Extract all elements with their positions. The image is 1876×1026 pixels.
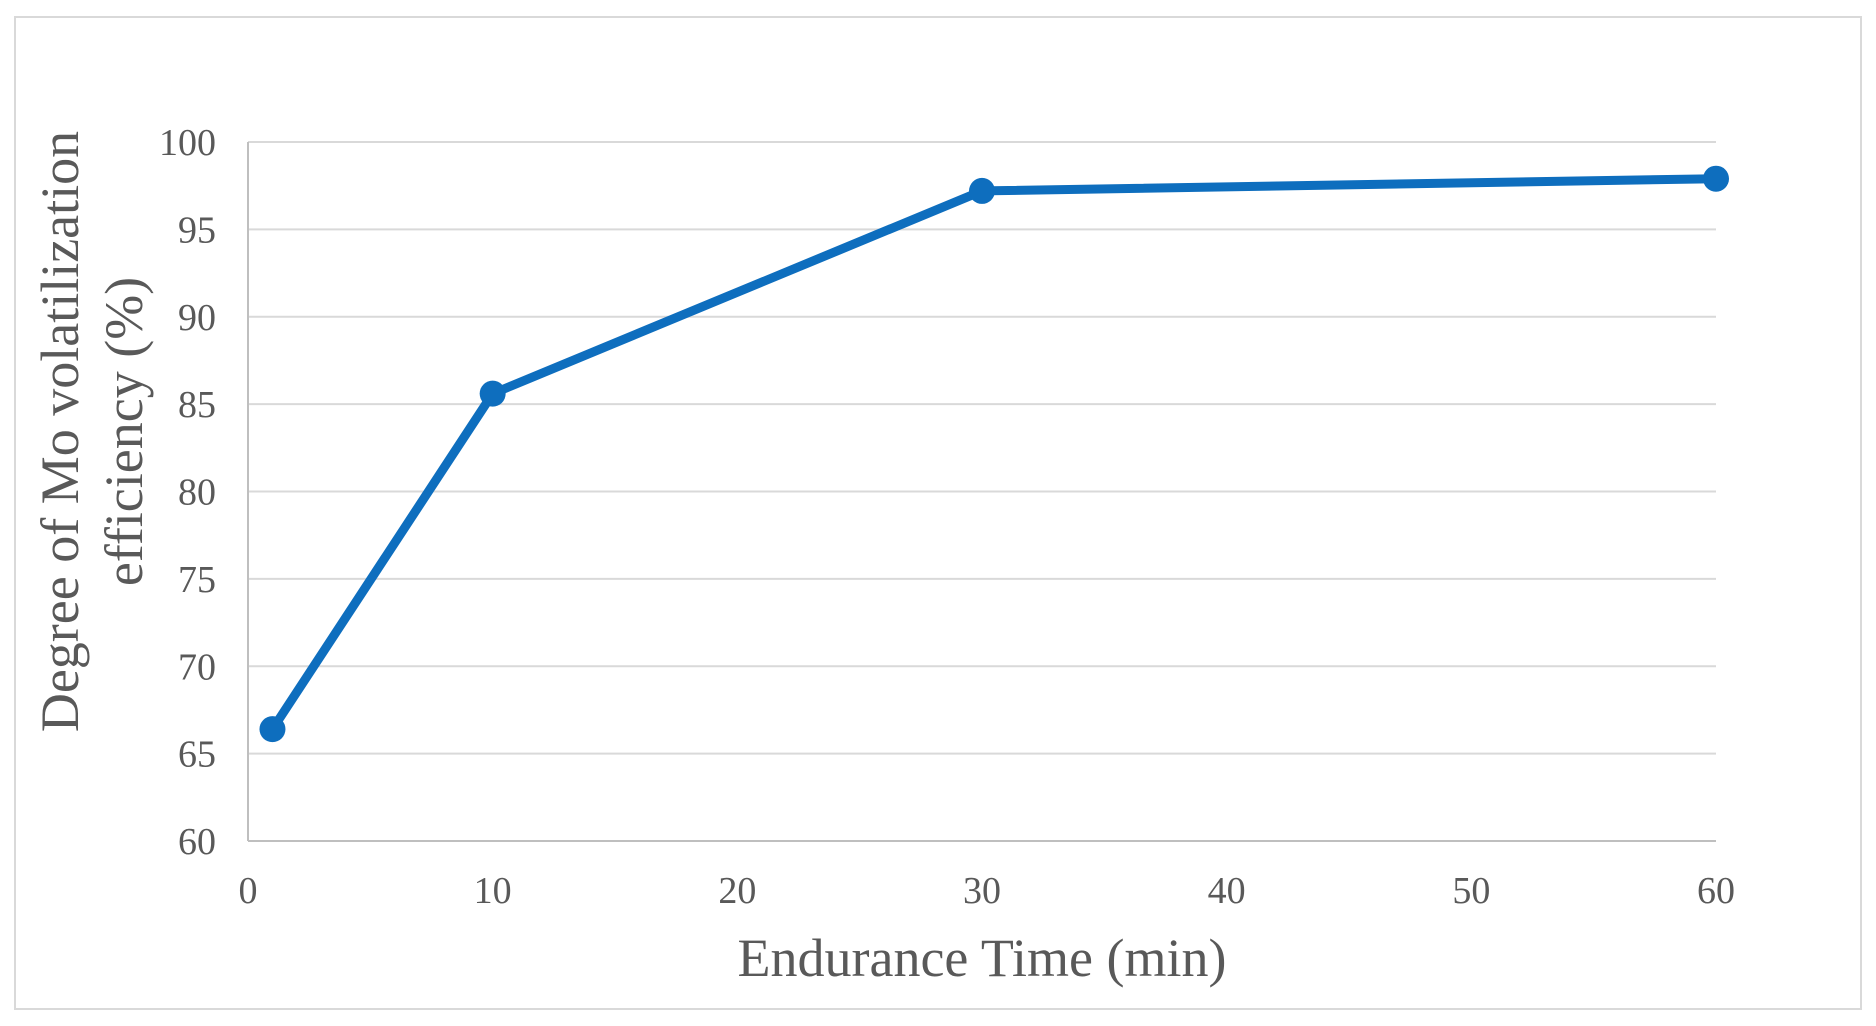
y-axis-title-line-0: Degree of Mo volatilization [30, 131, 90, 732]
y-tick-label-4: 80 [178, 472, 216, 514]
data-point-0-3 [1703, 165, 1729, 192]
axes [247, 142, 1716, 842]
series-layer [259, 165, 1729, 743]
line-chart: 60 65 70 75 80 85 90 95 100 0 10 20 30 40 50 60 Enduranc… [30, 122, 1735, 988]
y-tick-label-7: 95 [178, 209, 216, 251]
y-tick-label-0: 60 [178, 821, 216, 863]
chart-frame: 60 65 70 75 80 85 90 95 100 0 10 20 30 40 50 60 Enduranc… [14, 16, 1862, 1010]
series-line-0 [267, 174, 1721, 734]
y-axis-title-line-1: efficiency (%) [94, 277, 154, 586]
x-tick-label-5: 50 [1452, 870, 1490, 912]
x-tick-label-0: 0 [239, 870, 258, 912]
y-tick-label-5: 85 [178, 384, 216, 426]
labels: 60 65 70 75 80 85 90 95 100 0 10 20 30 40 50 60 Enduranc… [30, 122, 1735, 988]
x-tick-label-6: 60 [1697, 870, 1735, 912]
data-point-0-2 [969, 177, 995, 204]
x-tick-label-2: 20 [718, 870, 756, 912]
y-axis-title: Degree of Mo volatilizationefficiency (%… [30, 131, 154, 732]
x-axis-title: Endurance Time (min) [738, 928, 1227, 988]
y-tick-label-1: 65 [178, 734, 216, 776]
x-tick-label-4: 40 [1208, 870, 1246, 912]
y-tick-label-2: 70 [178, 646, 216, 688]
y-tick-label-3: 75 [178, 559, 216, 601]
gridlines [248, 141, 1716, 755]
x-tick-label-1: 10 [474, 870, 512, 912]
y-tick-label-8: 100 [159, 122, 216, 164]
data-point-0-0 [259, 716, 286, 743]
y-tick-label-6: 90 [178, 297, 216, 339]
data-point-0-1 [479, 380, 506, 407]
x-tick-label-3: 30 [963, 870, 1001, 912]
